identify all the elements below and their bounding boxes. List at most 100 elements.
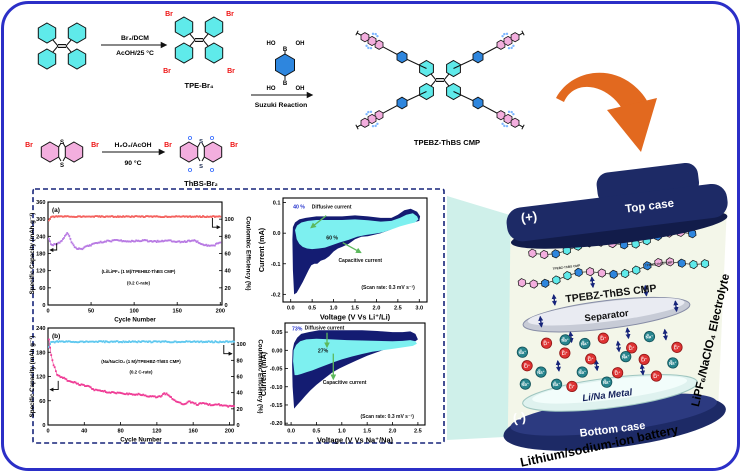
data-point [72,244,75,247]
data-point [104,216,106,218]
data-point [163,392,166,395]
tick-label: 120 [152,429,161,435]
data-point [149,215,152,218]
benzene-ring [665,257,675,267]
data-point [180,240,183,243]
data-point [205,340,207,343]
benzene-ring [472,96,484,110]
data-point [191,401,193,404]
data-point [112,391,114,393]
data-point [172,341,175,344]
data-point [217,215,219,218]
bond [518,32,524,36]
data-point [96,242,99,245]
data-point [165,239,168,242]
sulfur-label: S [199,164,203,170]
ion-highlight [568,383,572,387]
bond [201,142,205,148]
data-point [58,215,61,218]
data-point [191,215,194,218]
oxygen-label: O [210,136,215,142]
data-point [171,341,174,344]
li-ion: Li⁺ [597,332,609,344]
data-point [184,403,186,405]
data-point [140,341,142,343]
data-point [165,392,168,395]
data-point [64,215,66,217]
data-point [107,391,110,394]
data-point [151,341,154,344]
data-point [199,340,202,343]
data-point [123,240,126,243]
ion-flow-arrow [625,327,631,340]
data-point [111,215,114,217]
data-point [57,241,60,244]
data-point [192,239,195,242]
data-point [48,219,50,222]
data-point [172,398,175,401]
data-point [82,341,85,344]
data-point [123,393,126,395]
boron-label: B [283,47,288,53]
tick-label: 50 [88,309,94,315]
tick-label: 150 [173,309,182,315]
data-point [121,392,124,395]
data-point [123,216,126,218]
so-dot [505,32,509,36]
data-point [127,240,130,243]
benzene-ring [396,96,408,110]
data-point [216,403,219,406]
data-point [173,340,176,343]
data-point [93,341,96,343]
ion-flow-arrow [673,300,679,313]
data-point [74,216,77,218]
br-label: Br [227,68,235,75]
so-dot [376,34,379,38]
benzene-ring [67,22,87,44]
data-point [162,393,164,395]
data-point [121,341,124,344]
data-point [148,240,150,243]
data-point [130,393,133,395]
data-point [184,215,187,218]
data-point [64,234,66,237]
bond [62,142,66,148]
data-point [141,215,144,218]
data-point [185,402,188,405]
bond [197,142,201,148]
data-point [119,341,121,343]
data-point [119,215,121,218]
oxygen-label: O [188,136,193,142]
benzene-ring [517,278,527,288]
data-point [94,242,97,244]
data-point [182,241,185,243]
bond [356,32,362,36]
data-point [178,401,181,404]
ion-highlight [543,340,547,343]
data-point [93,389,96,392]
data-point [50,354,53,356]
tick-label: 1.5 [363,429,371,435]
na-ion: Na⁺ [601,376,613,388]
bond [521,30,525,36]
chart-annotation: 27% [318,349,329,355]
data-point [193,239,196,241]
data-point [93,242,95,245]
tick-label: 60 [39,286,45,292]
data-point [117,391,120,394]
data-point [178,215,181,218]
benzene-ring [620,268,630,279]
data-point [214,340,217,342]
data-point [219,215,222,218]
panel-label: (b) [52,333,60,340]
data-point [115,216,118,218]
br-label: Br [226,11,234,18]
data-point [206,403,209,405]
data-point [231,405,234,407]
data-point [128,392,131,395]
data-point [189,215,191,218]
benzene-ring [203,141,223,163]
data-point [118,216,120,218]
data-point [52,215,55,218]
sulfur-label: S [199,139,203,145]
